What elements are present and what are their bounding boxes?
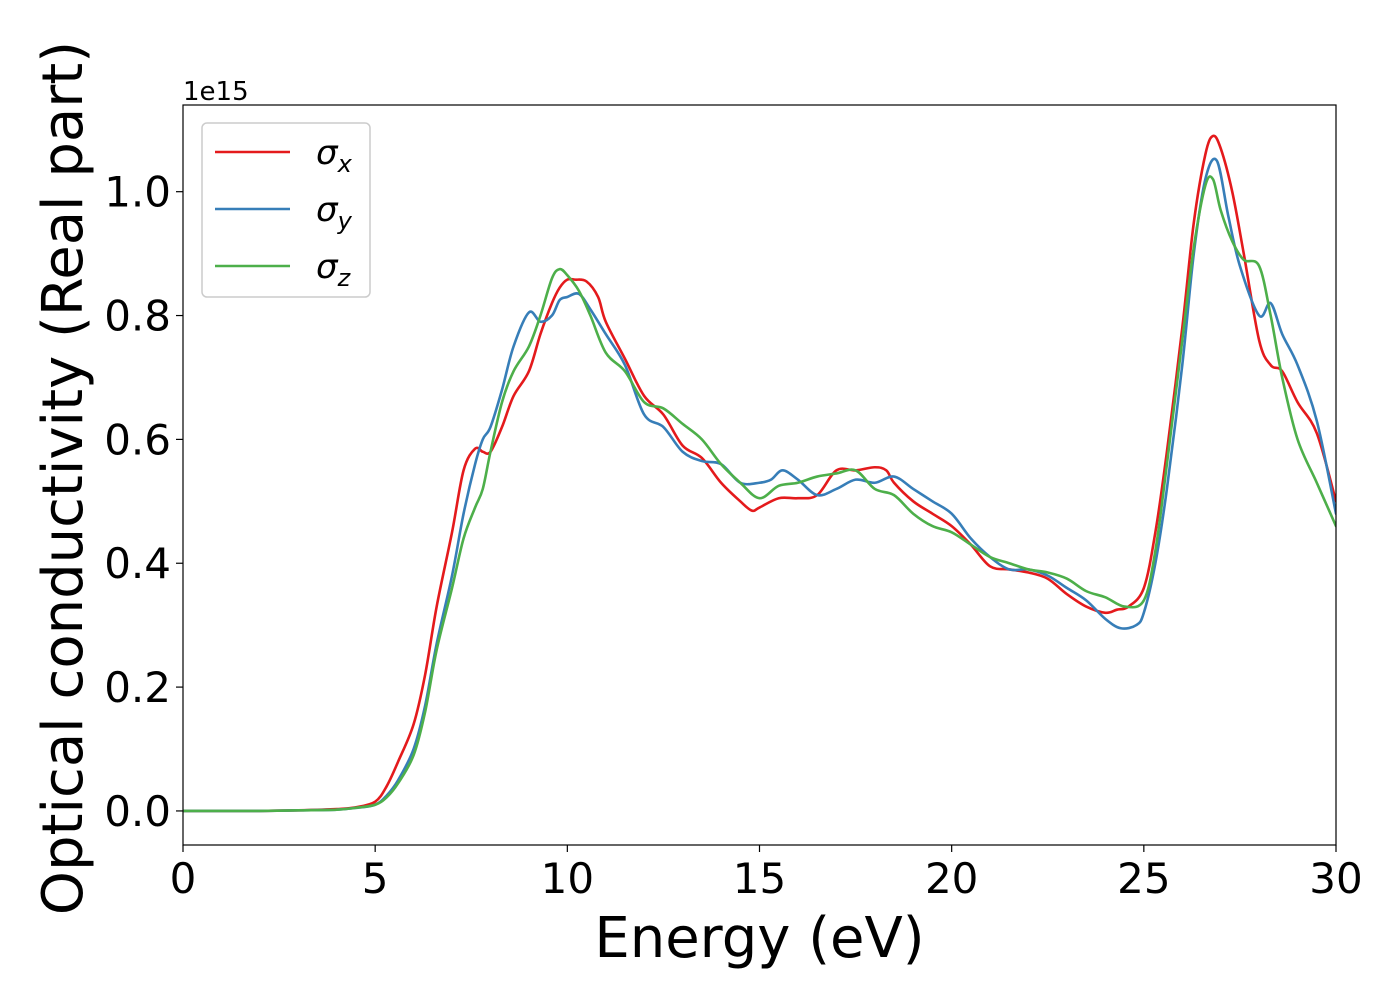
x-axis-label: Energy (eV)	[594, 906, 924, 971]
y-tick-label: 0.8	[104, 292, 171, 341]
y-tick-label: 1.0	[104, 168, 171, 217]
x-axis-ticks: 0 5 10 15 20 25 30	[170, 845, 1363, 903]
y-offset-label: 1e15	[183, 77, 249, 107]
y-tick-label: 0.0	[104, 787, 171, 836]
y-tick-label: 0.4	[104, 539, 171, 588]
y-axis-label: Optical conductivity (Real part)	[31, 41, 96, 915]
series-layer	[183, 134, 1336, 813]
x-tick-label: 0	[170, 854, 197, 903]
x-tick-label: 20	[925, 854, 978, 903]
y-tick-label: 0.2	[104, 663, 171, 712]
x-tick-label: 10	[541, 854, 594, 903]
x-tick-label: 25	[1117, 854, 1170, 903]
series-line-z	[183, 175, 1336, 813]
y-axis-ticks: 0.0 0.2 0.4 0.6 0.8 1.0	[104, 168, 183, 836]
x-tick-label: 30	[1309, 854, 1362, 903]
series-line-y	[183, 157, 1336, 813]
y-tick-label: 0.6	[104, 415, 171, 464]
x-tick-label: 5	[362, 854, 389, 903]
series-line-x	[183, 134, 1336, 813]
x-tick-label: 15	[733, 854, 786, 903]
